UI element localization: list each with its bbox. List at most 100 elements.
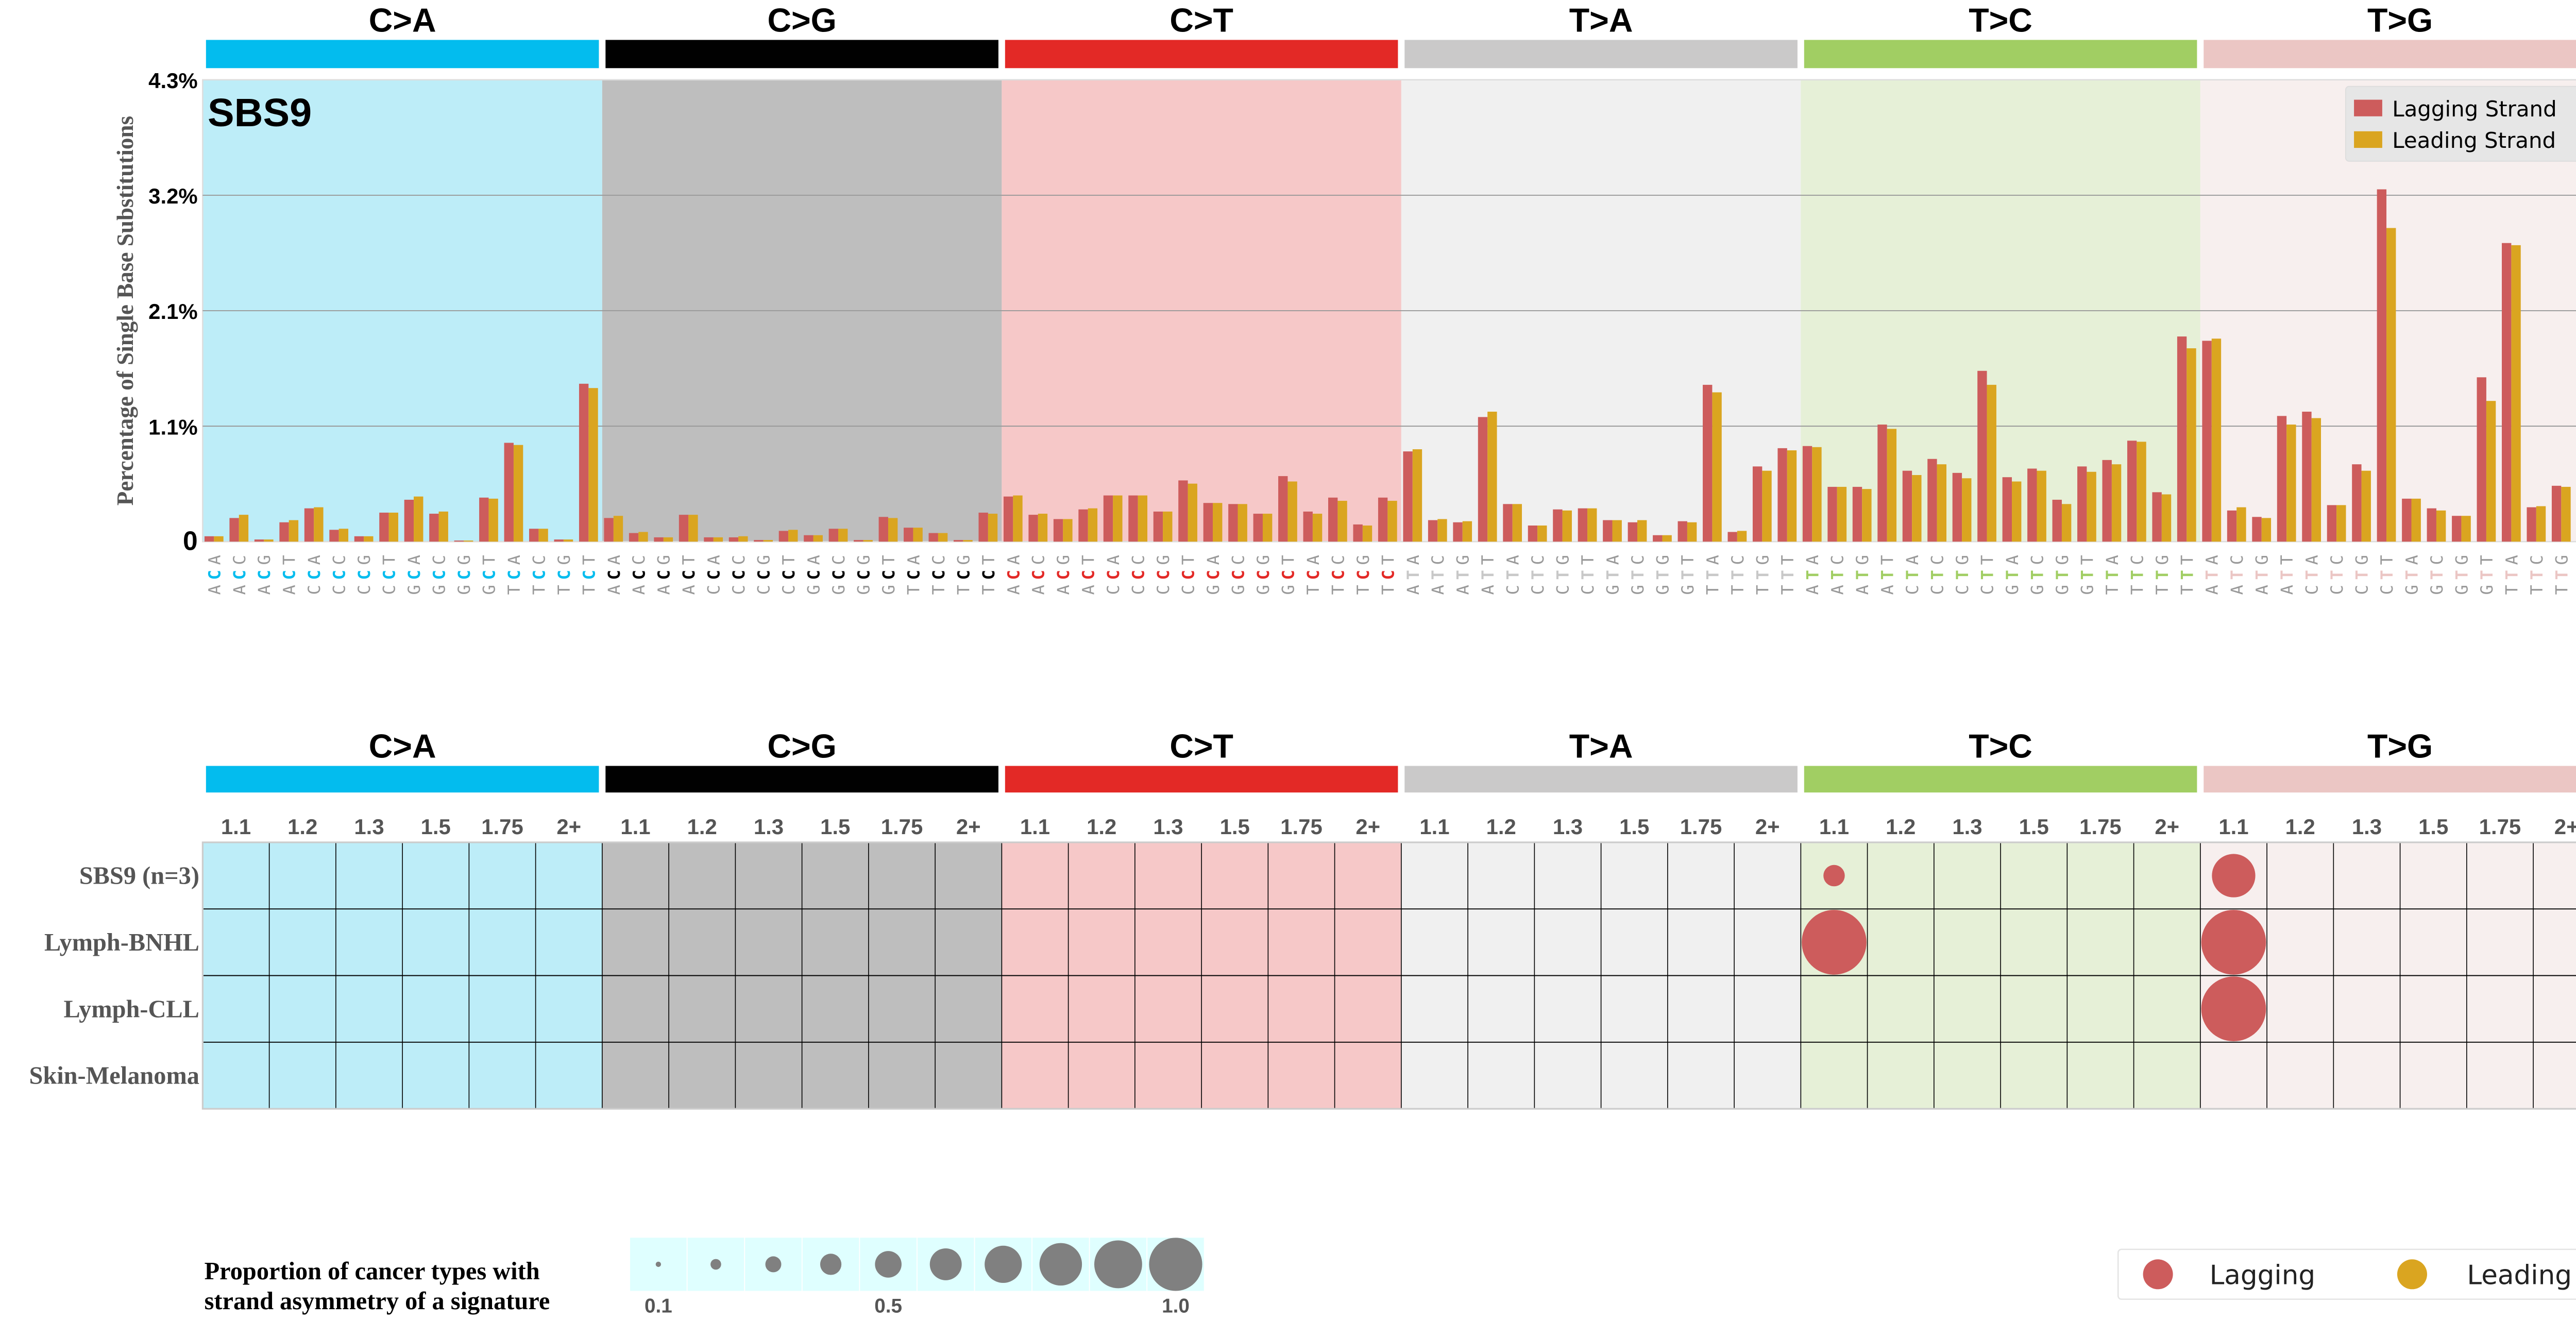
x-tick-context-three-prime: A (1204, 555, 1223, 565)
size-legend-label: 0.1 (645, 1295, 672, 1317)
x-tick-context-three-prime: A (1403, 555, 1423, 565)
x-tick-context-five-prime: T (2527, 585, 2547, 595)
x-tick-context-five-prime: A (230, 585, 249, 595)
x-tick-context-five-prime: T (579, 585, 599, 595)
size-legend-circle (820, 1254, 842, 1275)
lagging-bar (2102, 460, 2112, 542)
x-tick-context-mutated-base: C (330, 570, 349, 580)
lagging-bar (2402, 498, 2412, 542)
x-tick-context-five-prime: C (1553, 585, 1573, 595)
x-tick-context-three-prime: C (1328, 555, 1348, 565)
leading-bar (1762, 470, 1772, 542)
leading-bar (1113, 495, 1123, 542)
leading-bar (2461, 516, 2471, 542)
lagging-bar (828, 529, 839, 542)
bin-label: 1.5 (2418, 815, 2448, 839)
x-tick-context-mutated-base: C (954, 570, 973, 580)
x-tick-context-five-prime: G (2427, 585, 2447, 595)
x-tick-context-three-prime: C (1428, 555, 1448, 565)
x-tick-context-five-prime: C (330, 585, 349, 595)
bubble-lagging (1802, 909, 1867, 975)
leading-bar (1163, 511, 1173, 542)
mutation-type-label: T>C (1969, 727, 2032, 765)
mutation-type-bar (1804, 40, 2197, 69)
x-tick-context-three-prime: C (629, 555, 649, 565)
mutation-type-label: T>A (1569, 2, 1633, 39)
x-tick-context-five-prime: A (1079, 585, 1098, 595)
x-tick-context-three-prime: A (704, 555, 724, 565)
lagging-bar (2502, 243, 2512, 542)
x-tick-context-mutated-base: T (1703, 570, 1722, 580)
lagging-bar (679, 515, 689, 542)
lagging-bar (1153, 511, 1163, 542)
lagging-bar (2277, 416, 2287, 542)
x-tick-context-three-prime: C (1728, 555, 1748, 565)
size-legend-circle (985, 1245, 1022, 1283)
lagging-bar (1078, 509, 1088, 542)
x-tick-context-three-prime: A (604, 555, 624, 565)
x-tick-context-mutated-base: C (454, 570, 474, 580)
lagging-bar (1553, 509, 1563, 542)
lagging-bar (1503, 504, 1513, 542)
x-tick-context-five-prime: G (2077, 585, 2097, 595)
lagging-bar (1653, 535, 1663, 542)
x-tick-context-three-prime: C (1228, 555, 1248, 565)
leading-bar (1537, 525, 1547, 542)
x-tick-context-five-prime: C (2327, 585, 2347, 595)
leading-bar (1637, 520, 1647, 542)
legend-lagging-label: Lagging Strand (2392, 96, 2556, 122)
bar-legend: Lagging Strand Leading Strand (2345, 86, 2576, 162)
mutation-type-bar (1404, 766, 1798, 793)
lagging-bar (279, 522, 289, 542)
x-tick-context-mutated-base: T (1778, 570, 1798, 580)
x-tick-context-three-prime: A (2003, 555, 2022, 565)
x-tick-context-three-prime: G (954, 555, 973, 565)
x-tick-context-five-prime: T (1778, 585, 1798, 595)
x-tick-context-mutated-base: C (554, 570, 574, 580)
leading-bar (289, 520, 299, 542)
x-tick-context-three-prime: T (1179, 555, 1198, 565)
size-legend-circle (929, 1248, 962, 1280)
x-tick-context-five-prime: A (1878, 585, 1897, 595)
lagging-bar (704, 537, 714, 542)
lagging-bar (1028, 515, 1038, 542)
y-axis-label: Percentage of Single Base Substitutions (112, 116, 138, 505)
mutation-type-label: C>A (369, 727, 436, 765)
bin-label: 1.3 (1153, 815, 1183, 839)
lagging-bar (1353, 524, 1363, 542)
leading-bar (1812, 447, 1822, 542)
x-tick-context-five-prime: C (1129, 585, 1148, 595)
x-tick-context-three-prime: G (1353, 555, 1373, 565)
leading-bar (788, 530, 798, 542)
lagging-bar (1303, 511, 1313, 542)
x-tick-context-mutated-base: C (1328, 570, 1348, 580)
x-tick-context-five-prime: C (2377, 585, 2397, 595)
x-tick-context-mutated-base: T (1528, 570, 1548, 580)
x-tick-context-three-prime: C (2127, 555, 2147, 565)
lagging-bar (778, 531, 789, 542)
leading-bar (1188, 483, 1197, 542)
mutation-type-bar (2204, 766, 2576, 793)
leading-bar (688, 515, 698, 542)
x-tick-context-mutated-base: T (2377, 570, 2397, 580)
x-tick-context-five-prime: T (1378, 585, 1398, 595)
x-tick-context-mutated-base: T (1803, 570, 1822, 580)
row-label: Lymph-CLL (64, 995, 199, 1023)
leading-bar (1787, 450, 1797, 542)
leading-bar (1512, 504, 1522, 542)
leading-bar (2061, 504, 2072, 542)
bin-label: 1.2 (2285, 815, 2315, 839)
leading-bar (1088, 508, 1098, 542)
x-tick-context-five-prime: T (529, 585, 549, 595)
lagging-bar (254, 539, 264, 542)
leading-bar (463, 540, 473, 542)
bin-label: 1.5 (1220, 815, 1250, 839)
x-tick-context-mutated-base: C (430, 570, 449, 580)
x-tick-context-three-prime: C (1828, 555, 1848, 565)
x-tick-context-mutated-base: T (1628, 570, 1648, 580)
bin-label: 2+ (956, 815, 981, 839)
x-tick-context-three-prime: G (2053, 555, 2072, 565)
bin-label: 1.5 (2019, 815, 2049, 839)
leading-bar (1862, 489, 1872, 542)
x-tick-context-mutated-base: C (804, 570, 824, 580)
